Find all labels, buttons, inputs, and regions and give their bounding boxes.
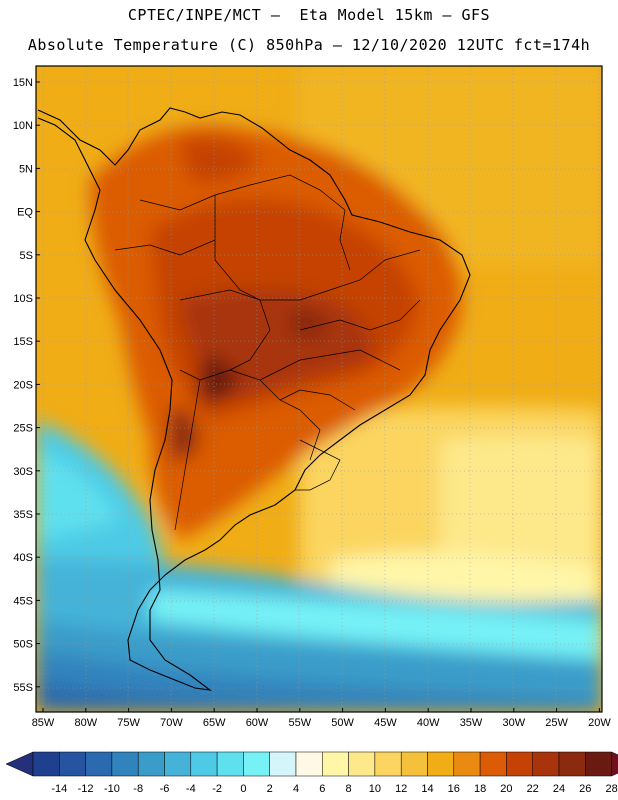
colorbar-label: 10 [369,783,381,795]
lat-label: EQ [17,207,33,219]
colorbar-label: -14 [51,783,67,795]
colorbar-label: 2 [267,783,273,795]
colorbar-box [558,751,586,777]
colorbar-box [216,751,244,777]
lon-label: 65W [203,717,226,729]
map-frame [35,65,603,713]
colorbar-label: 0 [240,783,246,795]
colorbar-box [479,751,507,777]
colorbar-label: -4 [186,783,196,795]
colorbar-box [269,751,297,777]
colorbar-box [190,751,218,777]
colorbar-label: 28 [605,783,617,795]
lon-label: 70W [160,717,183,729]
colorbar-box [400,751,428,777]
colorbar: -14 -12 -10 -8 -6 -4 -2 0 2 4 6 8 10 12 14 16 18 20 22 24 26… [5,751,618,795]
colorbar-label: -2 [212,783,222,795]
longitude-axis: 85W 80W 75W 70W 65W 60W 55W 50W 45W 40W 35W 30W 25W 2… [32,708,611,729]
colorbar-box [85,751,113,777]
lat-label: 40S [13,552,33,564]
colorbar-box [243,751,270,777]
lat-label: 55S [13,682,33,694]
colorbar-box [32,751,60,777]
lat-label: 20S [13,379,33,391]
colorbar-box [506,751,533,777]
coastline [37,107,471,691]
lat-label: 5N [19,163,33,175]
lon-label: 80W [74,717,97,729]
colorbar-box [137,751,165,777]
lat-label: 5S [20,250,33,262]
lat-label: 50S [13,639,33,651]
lon-label: 40W [417,717,440,729]
colorbar-label: 26 [579,783,591,795]
lat-label: 30S [13,466,33,478]
colorbar-label: -6 [160,783,170,795]
country-borders [114,174,421,531]
latitude-axis: 15N 10N 5N EQ 5S 10S 15S 20S 25S 30S 35S 40S 45S 50S 5… [13,77,40,694]
temperature-field [36,66,602,712]
colorbar-label: 6 [319,783,325,795]
colorbar-box [111,751,139,777]
colorbar-label: -10 [104,783,120,795]
colorbar-label: 4 [293,783,299,795]
colorbar-label: 20 [500,783,512,795]
colorbar-box [374,751,402,777]
lat-label: 15S [13,336,33,348]
lon-label: 20W [588,717,611,729]
lon-label: 45W [374,717,397,729]
colorbar-label: 24 [553,783,565,795]
colorbar-box [59,751,86,777]
colorbar-box [322,751,349,777]
colorbar-label: 22 [527,783,539,795]
lon-label: 30W [502,717,525,729]
colorbar-label: 16 [448,783,460,795]
colorbar-label: 12 [395,783,407,795]
lat-label: 15N [13,77,33,89]
colorbar-label: 18 [474,783,486,795]
lat-label: 35S [13,509,33,521]
colorbar-low-arrow [5,751,34,777]
title-variable: Absolute Temperature (C) 850hPa – 12/10/… [27,36,591,54]
lon-label: 55W [288,717,311,729]
lat-label: 45S [13,595,33,607]
lat-label: 10S [13,293,33,305]
colorbar-high-arrow [611,751,618,777]
colorbar-label: -12 [78,783,94,795]
colorbar-box [532,751,560,777]
colorbar-box [427,751,455,777]
colorbar-box [585,751,612,777]
colorbar-box [295,751,323,777]
colorbar-box [348,751,376,777]
colorbar-label: 14 [421,783,433,795]
colorbar-box [164,751,192,777]
colorbar-label: 8 [346,783,352,795]
lon-label: 25W [545,717,568,729]
lon-label: 75W [117,717,140,729]
lon-label: 50W [331,717,354,729]
lon-label: 35W [460,717,483,729]
lat-label: 10N [13,120,33,132]
colorbar-box [453,751,481,777]
lon-label: 60W [246,717,269,729]
lon-label: 85W [32,717,55,729]
colorbar-label: -8 [133,783,143,795]
lat-label: 25S [13,423,33,435]
title-model: CPTEC/INPE/MCT – Eta Model 15km – GFS [127,6,491,24]
